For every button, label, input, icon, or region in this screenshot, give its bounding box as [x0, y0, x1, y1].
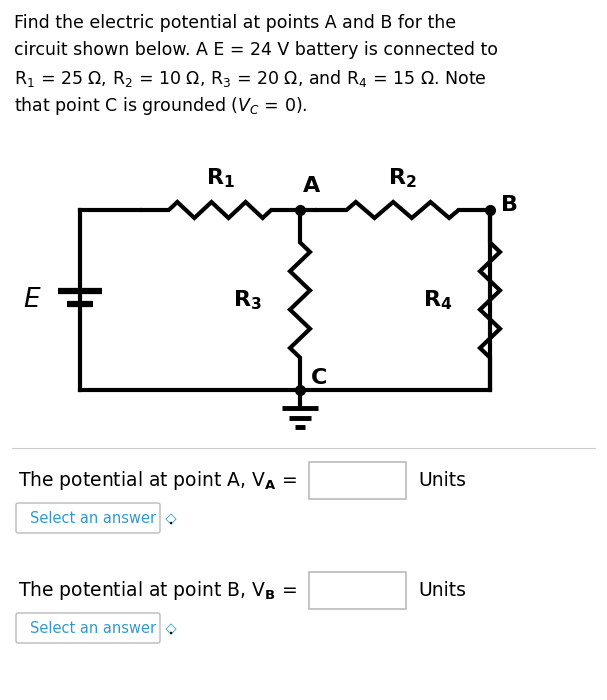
Text: $\bf{C}$: $\bf{C}$	[310, 368, 327, 388]
Text: $\bf{R_1}$: $\bf{R_1}$	[206, 166, 234, 190]
FancyBboxPatch shape	[16, 613, 160, 643]
FancyBboxPatch shape	[309, 571, 406, 608]
Text: Select an answer  ◇: Select an answer ◇	[30, 620, 177, 636]
Text: $\bf{A}$: $\bf{A}$	[302, 176, 321, 196]
Text: $\it{E}$: $\it{E}$	[24, 287, 42, 313]
Text: The potential at point B, V$_\mathbf{B}$ =: The potential at point B, V$_\mathbf{B}$…	[18, 578, 297, 601]
Text: $\bf{R_4}$: $\bf{R_4}$	[422, 288, 452, 312]
Text: Units: Units	[418, 580, 466, 599]
Text: R$_1$ = 25 Ω, R$_2$ = 10 Ω, R$_3$ = 20 Ω, and R$_4$ = 15 Ω. Note: R$_1$ = 25 Ω, R$_2$ = 10 Ω, R$_3$ = 20 Ω…	[14, 68, 487, 89]
Text: Units: Units	[418, 470, 466, 489]
Text: .: .	[168, 619, 174, 638]
Text: The potential at point A, V$_\mathbf{A}$ =: The potential at point A, V$_\mathbf{A}$…	[18, 468, 297, 491]
Text: Find the electric potential at points A and B for the: Find the electric potential at points A …	[14, 14, 456, 32]
Text: $\bf{B}$: $\bf{B}$	[500, 195, 517, 215]
FancyBboxPatch shape	[309, 461, 406, 498]
Text: $\bf{R_2}$: $\bf{R_2}$	[388, 166, 417, 190]
Text: circuit shown below. A E = 24 V battery is connected to: circuit shown below. A E = 24 V battery …	[14, 41, 498, 59]
Text: Select an answer  ◇: Select an answer ◇	[30, 510, 177, 526]
Text: that point C is grounded ($\mathit{V_C}$ = 0).: that point C is grounded ($\mathit{V_C}$…	[14, 95, 308, 117]
FancyBboxPatch shape	[16, 503, 160, 533]
Text: .: .	[168, 508, 174, 528]
Text: $\bf{R_3}$: $\bf{R_3}$	[233, 288, 262, 312]
